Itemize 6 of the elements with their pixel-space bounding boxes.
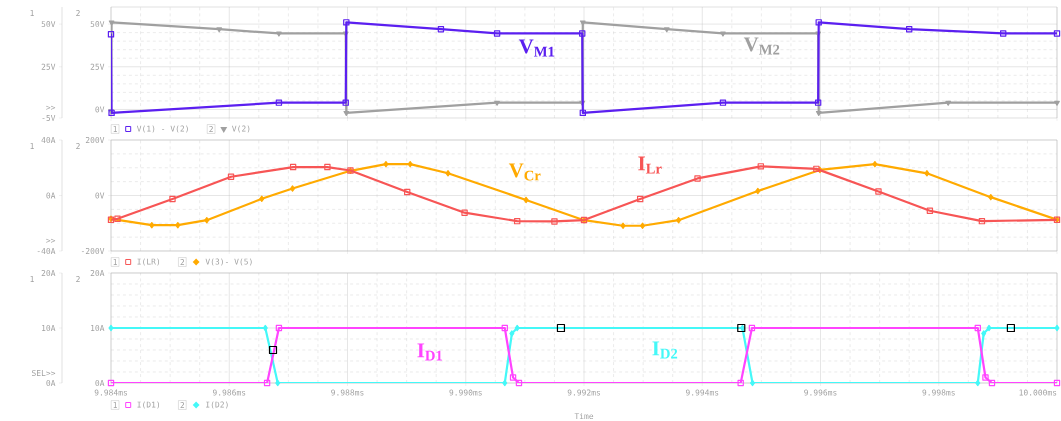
annotation: V$_{M1}$ xyxy=(518,39,555,57)
annotation: I$_{Lr}$ xyxy=(638,156,662,174)
annotation: I$_{D2}$ xyxy=(652,341,678,359)
annotation: V$_{Cr}$ xyxy=(508,163,541,181)
annotation: I$_{D1}$ xyxy=(417,343,443,361)
annotation: V$_{M2}$ xyxy=(743,37,780,55)
